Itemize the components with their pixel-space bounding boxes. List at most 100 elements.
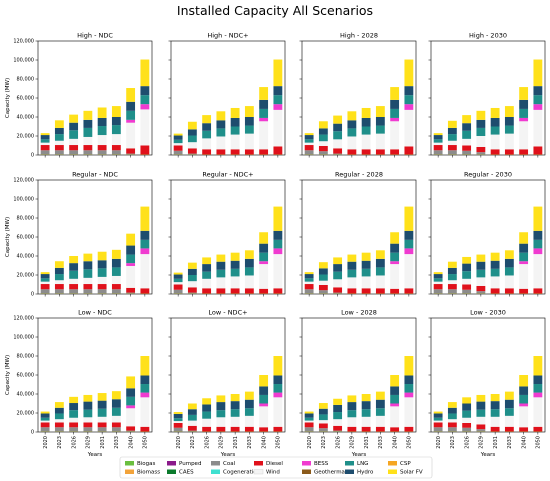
bar-segment-wind [69,138,79,146]
bar-segment-solar-fv [347,254,357,262]
bar-segment-lng [333,412,343,420]
bar-segment-lng [304,417,314,421]
legend-swatch [253,469,264,475]
bar-segment-bess [273,248,283,255]
bar-segment-wind [447,419,457,423]
bar-segment-coal [83,289,93,294]
bar-segment-hydro [126,101,136,111]
bar-segment-coal [433,289,443,294]
bar-segment-solar-fv [404,356,414,376]
bar-segment-diesel [173,145,183,151]
bar-segment-hydro [54,127,64,135]
bar-segment-hydro [244,117,254,126]
bar-segment-diesel [202,288,212,294]
bar-segment-wind [202,138,212,150]
bar-segment-diesel [304,422,314,428]
bar-segment-lng [462,130,472,139]
bar-segment-solar-fv [259,232,269,244]
x-tick-label: 2020 [307,436,313,449]
bar-segment-diesel [273,146,283,155]
bar-segment-diesel [111,422,121,428]
panel-regular-2028: Regular - 2028 [299,171,417,297]
legend-swatch [125,461,134,466]
bar-segment-wind [504,133,514,150]
bar-segment-solar-fv [390,232,400,244]
legend-label: Diesel [266,461,283,467]
bar-segment-solar-fv [504,391,514,400]
bar-segment-diesel [533,146,543,155]
bar-segment-solar-fv [273,59,283,87]
bar-segment-diesel [347,149,357,155]
bar-segment-hydro [490,401,500,410]
bar-segment-wind [259,264,269,289]
bar-segment-diesel [433,422,443,428]
bar-segment-lng [111,267,121,276]
bar-segment-wind [476,416,486,425]
bar-segment-lng [230,268,240,277]
bar-segment-coal [476,429,486,432]
bar-segment-lng [462,410,472,418]
panel-title: High - NDC [77,32,113,40]
bar-segment-solar-fv [490,394,500,402]
bar-segment-solar-fv [54,261,64,268]
bar-segment-hydro [111,399,121,408]
bar-segment-lng [126,396,136,406]
bar-segment-solar-fv [390,375,400,387]
legend-label: Wind [266,470,280,476]
bar-segment-wind [273,109,283,147]
bar-segment-wind [476,277,486,286]
bar-segment-bess [404,104,414,110]
bar-segment-coal [173,289,183,294]
panels-grid: High - NDC 0 20,000 40,000 60,000 80,000 100,0… [5,32,546,458]
bar-segment-coal [333,153,343,155]
bar-segment-wind [375,415,385,427]
bar-segment-wind [490,134,500,150]
legend-swatch [388,469,397,474]
panel-title: Regular - 2028 [335,171,383,179]
bar-segment-solar-fv [40,272,50,275]
bar-segment-coal [304,289,314,294]
bar-segment-lng [333,271,343,280]
legend: Biogas Biomass Pumped CAES Coal Cogeneration D… [119,456,433,479]
x-tick-label: 2031 [233,436,239,449]
bar-segment-wind [404,254,414,289]
bar-segment-solar-fv [69,396,79,404]
bar-segment-wind [533,397,543,427]
bar-segment-lng [69,270,79,279]
bar-segment-diesel [244,426,254,432]
bar-segment-solar-fv [318,262,328,269]
bar-segment-hydro [187,129,197,136]
bar-segment-wind [187,142,197,149]
y-tick-label: 40,000 [17,115,35,121]
bar-segment-wind [83,417,93,423]
y-tick-label: 0 [31,292,34,298]
bar-segment-bess [259,261,269,265]
bar-segment-hydro [433,274,443,279]
bar-segment-coal [447,289,457,294]
bar-segment-wind [187,420,197,426]
bar-segment-diesel [318,284,328,291]
bar-segment-wind [304,281,314,285]
bar-segment-wind [202,418,212,427]
bar-segment-hydro [69,122,79,131]
bar-segment-solar-fv [447,402,457,408]
bar-segment-coal [476,152,486,155]
bar-segment-lng [404,384,414,393]
bar-segment-lng [244,408,254,416]
bar-segment-hydro [375,399,385,409]
panel-high-2028: High - 2028 [299,32,417,158]
bar-segment-wind [462,138,472,146]
bar-segment-solar-fv [390,87,400,100]
bar-segment-wind [140,254,150,289]
y-tick-label: 40,000 [17,254,35,260]
legend-label: CAES [179,470,194,476]
bar-segment-diesel [273,288,283,294]
bar-segment-solar-fv [83,110,93,120]
bar-segment-coal [173,150,183,155]
bar-segment-lng [202,271,212,279]
bar-segment-hydro [140,86,150,96]
bar-segment-diesel [187,425,197,431]
x-tick-label: 2033 [247,436,253,449]
bar-segment-wind [54,280,64,285]
